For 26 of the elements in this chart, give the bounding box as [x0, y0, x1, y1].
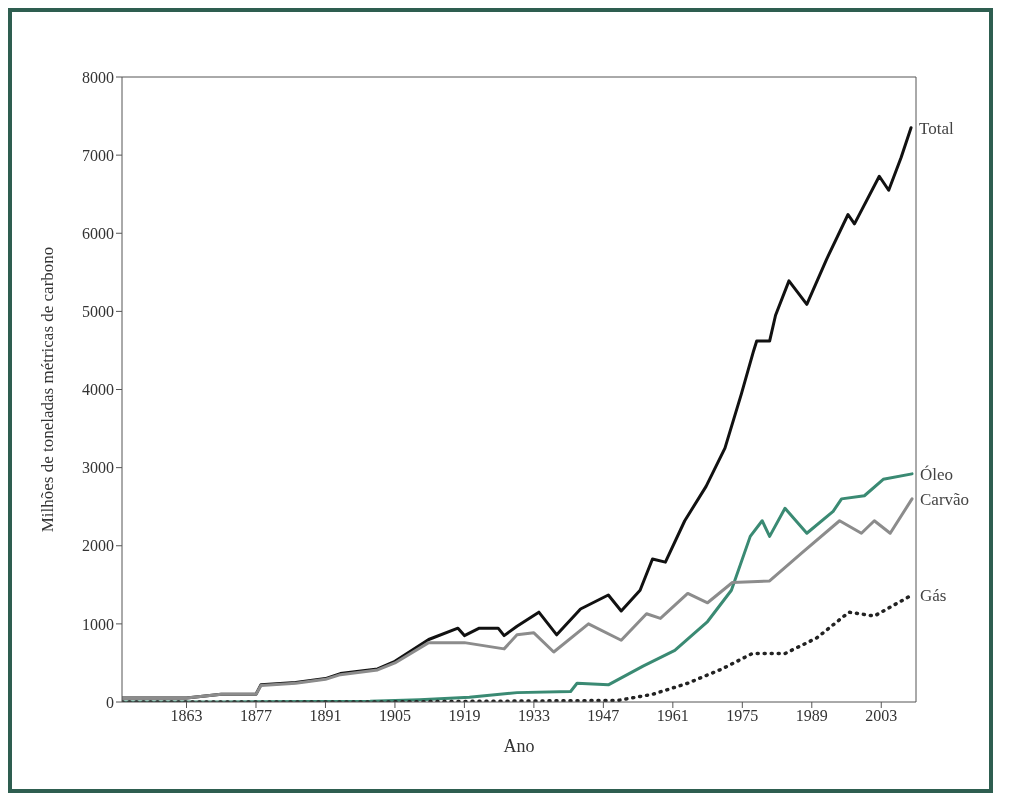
series-label: Óleo: [920, 464, 954, 484]
y-tick-label: 4000: [82, 381, 114, 399]
x-tick-label: 1905: [378, 707, 411, 725]
series-label: Total: [919, 118, 954, 138]
y-tick-label: 3000: [82, 459, 114, 477]
x-axis-title: Ano: [503, 736, 535, 756]
x-tick-label: 1919: [448, 707, 481, 725]
y-tick-label: 1000: [82, 615, 114, 633]
y-axis-title: Milhões de toneladas métricas de carbono: [38, 246, 58, 533]
y-tick-label: 5000: [82, 303, 114, 321]
y-tick-label: 2000: [82, 537, 114, 555]
x-tick-label: 1989: [795, 707, 828, 725]
series-label: Gás: [920, 585, 947, 605]
x-tick-label: 2003: [865, 707, 898, 725]
y-tick-label: 8000: [82, 68, 114, 86]
x-tick-label: 1891: [309, 707, 342, 725]
y-tick-label: 6000: [82, 224, 114, 242]
series-label: Carvão: [920, 489, 970, 509]
x-tick-label: 1947: [587, 707, 620, 725]
x-tick-label: 1961: [656, 707, 689, 725]
x-tick-label: 1877: [239, 707, 272, 725]
y-tick-label: 0: [106, 693, 114, 711]
x-tick-label: 1933: [517, 707, 550, 725]
x-tick-label: 1863: [170, 707, 203, 725]
x-tick-label: 1975: [726, 707, 759, 725]
y-tick-label: 7000: [82, 146, 114, 164]
